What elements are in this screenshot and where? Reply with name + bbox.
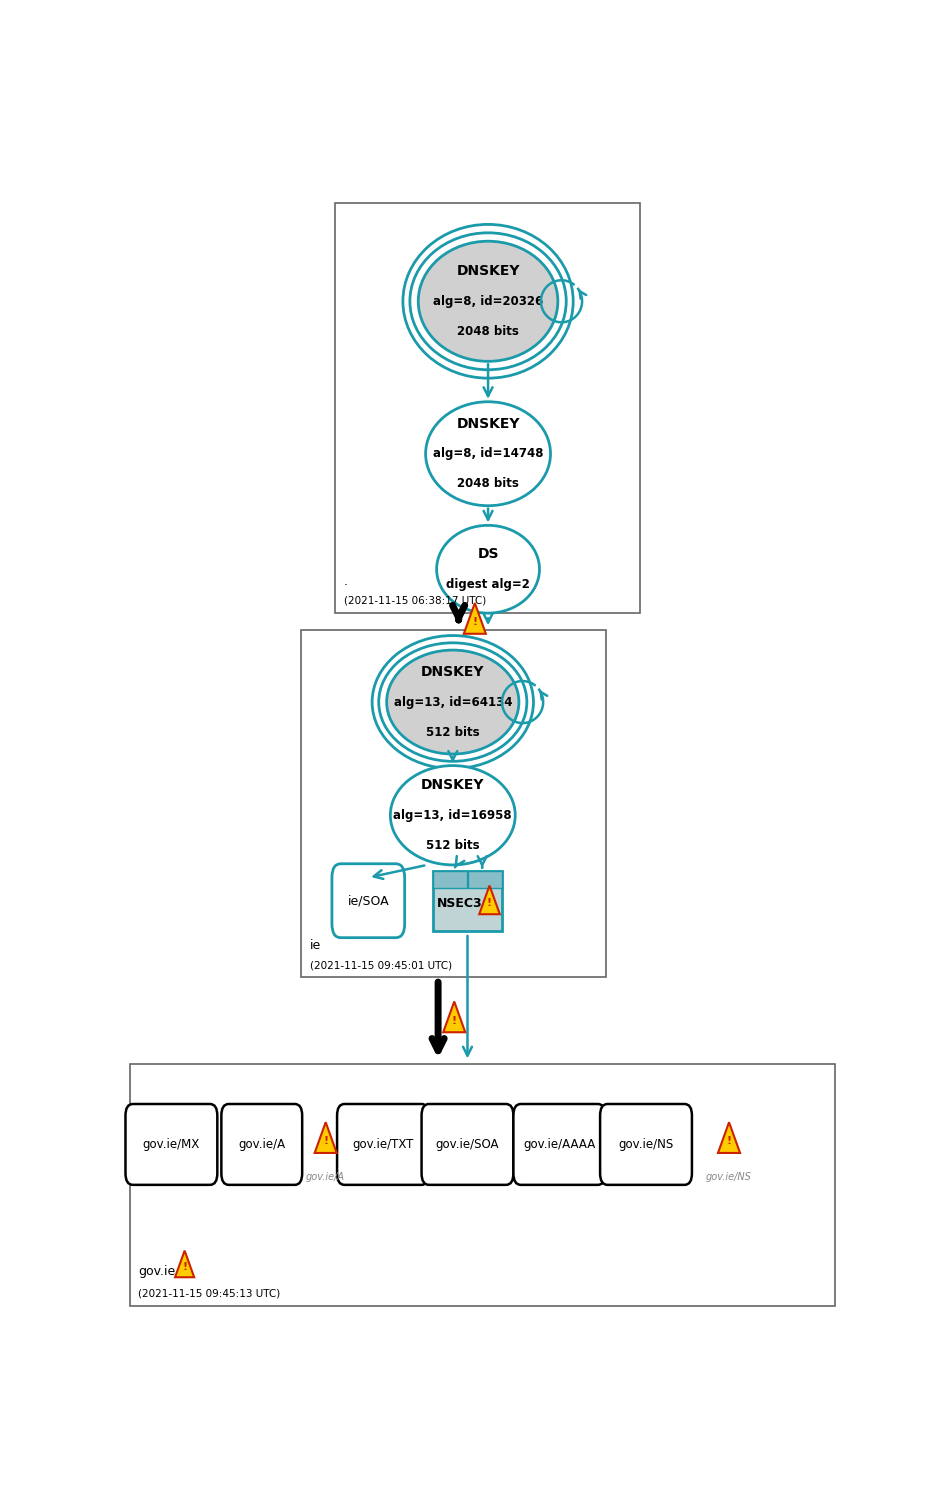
- FancyBboxPatch shape: [130, 1064, 835, 1306]
- Polygon shape: [315, 1122, 337, 1154]
- Text: gov.ie/NS: gov.ie/NS: [706, 1172, 752, 1182]
- Text: DNSKEY: DNSKEY: [456, 417, 520, 430]
- Text: DNSKEY: DNSKEY: [456, 264, 520, 278]
- Ellipse shape: [391, 765, 516, 865]
- Text: .: .: [344, 574, 348, 588]
- FancyBboxPatch shape: [221, 1104, 302, 1185]
- Polygon shape: [444, 1002, 465, 1032]
- FancyBboxPatch shape: [432, 870, 466, 888]
- Text: gov.ie/A: gov.ie/A: [238, 1138, 285, 1150]
- Ellipse shape: [426, 402, 551, 506]
- Text: 2048 bits: 2048 bits: [457, 326, 519, 338]
- Text: (2021-11-15 06:38:17 UTC): (2021-11-15 06:38:17 UTC): [344, 596, 486, 604]
- Ellipse shape: [418, 242, 557, 362]
- Text: gov.ie/AAAA: gov.ie/AAAA: [523, 1138, 595, 1150]
- Text: (2021-11-15 09:45:13 UTC): (2021-11-15 09:45:13 UTC): [138, 1288, 281, 1298]
- Polygon shape: [175, 1251, 194, 1276]
- Text: DNSKEY: DNSKEY: [421, 778, 484, 792]
- Text: gov.ie/SOA: gov.ie/SOA: [436, 1138, 500, 1150]
- Text: !: !: [487, 898, 492, 909]
- Text: alg=8, id=20326: alg=8, id=20326: [433, 296, 543, 307]
- Text: gov.ie/MX: gov.ie/MX: [143, 1138, 200, 1150]
- Text: alg=13, id=64134: alg=13, id=64134: [393, 696, 512, 708]
- Polygon shape: [718, 1122, 740, 1154]
- Text: !: !: [472, 616, 478, 627]
- FancyBboxPatch shape: [125, 1104, 217, 1185]
- Text: !: !: [323, 1137, 328, 1146]
- FancyBboxPatch shape: [514, 1104, 605, 1185]
- Text: 512 bits: 512 bits: [426, 839, 480, 852]
- FancyBboxPatch shape: [468, 870, 502, 888]
- FancyBboxPatch shape: [432, 870, 502, 930]
- FancyBboxPatch shape: [337, 1104, 428, 1185]
- FancyBboxPatch shape: [600, 1104, 692, 1185]
- FancyBboxPatch shape: [422, 1104, 514, 1185]
- Text: DNSKEY: DNSKEY: [421, 664, 484, 680]
- Text: gov.ie/NS: gov.ie/NS: [618, 1138, 674, 1150]
- Ellipse shape: [437, 525, 539, 614]
- Text: gov.ie/A: gov.ie/A: [306, 1172, 345, 1182]
- Text: alg=13, id=16958: alg=13, id=16958: [393, 808, 512, 822]
- Text: gov.ie/TXT: gov.ie/TXT: [353, 1138, 413, 1150]
- Text: ie: ie: [309, 939, 320, 951]
- Text: gov.ie: gov.ie: [138, 1266, 175, 1278]
- Text: NSEC3: NSEC3: [437, 897, 483, 909]
- Text: 512 bits: 512 bits: [426, 726, 480, 738]
- Ellipse shape: [387, 650, 519, 754]
- Text: !: !: [182, 1262, 187, 1272]
- Text: DS: DS: [477, 548, 499, 561]
- Polygon shape: [464, 603, 485, 634]
- Text: !: !: [451, 1016, 457, 1026]
- FancyBboxPatch shape: [301, 630, 606, 976]
- Text: digest alg=2: digest alg=2: [447, 578, 530, 591]
- Text: 2048 bits: 2048 bits: [457, 477, 519, 490]
- FancyBboxPatch shape: [336, 202, 640, 614]
- FancyBboxPatch shape: [332, 864, 405, 938]
- Polygon shape: [480, 885, 500, 914]
- Text: (2021-11-15 09:45:01 UTC): (2021-11-15 09:45:01 UTC): [309, 960, 451, 970]
- Text: alg=8, id=14748: alg=8, id=14748: [433, 447, 543, 460]
- Text: ie/SOA: ie/SOA: [348, 894, 389, 908]
- Text: !: !: [726, 1137, 732, 1146]
